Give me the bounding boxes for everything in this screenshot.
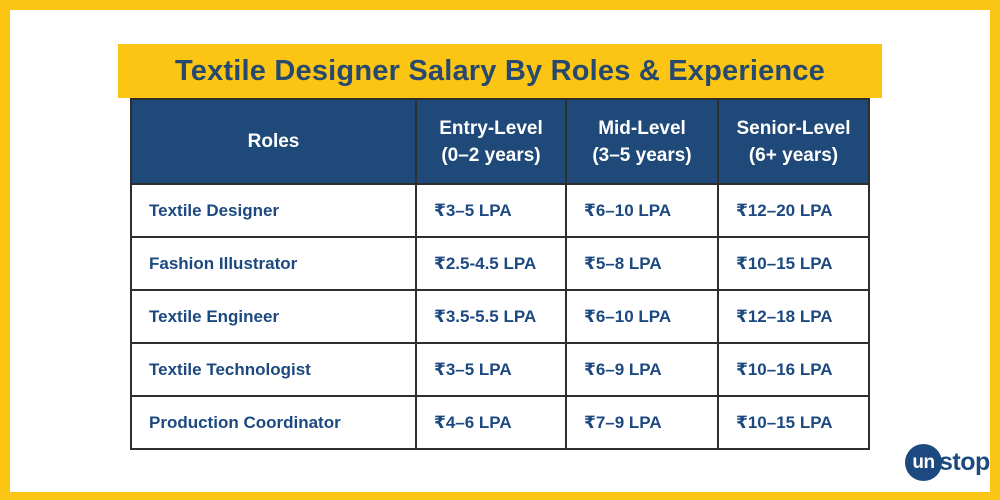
column-header-mid-level: Mid-Level (3–5 years): [565, 98, 719, 185]
unstop-logo-circle: un: [905, 444, 942, 481]
table-header: Roles Entry-Level (0–2 years) Mid-Level …: [130, 98, 870, 185]
column-header-sublabel: (6+ years): [748, 144, 839, 166]
unstop-logo-wordmark: stop: [939, 448, 990, 476]
senior-cell: ₹12–18 LPA: [717, 289, 870, 344]
table-body: Textile Designer ₹3–5 LPA ₹6–10 LPA ₹12–…: [130, 183, 870, 450]
column-header-sublabel: (3–5 years): [592, 144, 692, 166]
mid-cell: ₹6–10 LPA: [565, 289, 719, 344]
senior-cell: ₹12–20 LPA: [717, 183, 870, 238]
column-header-senior-level: Senior-Level (6+ years): [717, 98, 870, 185]
senior-cell: ₹10–15 LPA: [717, 395, 870, 450]
column-header-label: Roles: [247, 131, 300, 152]
table-row: Fashion Illustrator ₹2.5-4.5 LPA ₹5–8 LP…: [130, 236, 870, 291]
column-header-label: Mid-Level: [598, 117, 686, 139]
role-cell: Fashion Illustrator: [130, 236, 417, 291]
role-cell: Textile Technologist: [130, 342, 417, 397]
page-title: Textile Designer Salary By Roles & Exper…: [175, 54, 825, 87]
mid-cell: ₹5–8 LPA: [565, 236, 719, 291]
salary-table: Roles Entry-Level (0–2 years) Mid-Level …: [130, 98, 870, 450]
unstop-logo: un stop: [905, 444, 990, 481]
table-row: Textile Engineer ₹3.5-5.5 LPA ₹6–10 LPA …: [130, 289, 870, 344]
role-cell: Production Coordinator: [130, 395, 417, 450]
title-banner: Textile Designer Salary By Roles & Exper…: [118, 44, 882, 98]
entry-cell: ₹3–5 LPA: [415, 183, 567, 238]
entry-cell: ₹3.5-5.5 LPA: [415, 289, 567, 344]
mid-cell: ₹6–10 LPA: [565, 183, 719, 238]
senior-cell: ₹10–16 LPA: [717, 342, 870, 397]
column-header-label: Senior-Level: [736, 117, 851, 139]
entry-cell: ₹2.5-4.5 LPA: [415, 236, 567, 291]
role-cell: Textile Designer: [130, 183, 417, 238]
table-header-row: Roles Entry-Level (0–2 years) Mid-Level …: [130, 98, 870, 185]
table-row: Production Coordinator ₹4–6 LPA ₹7–9 LPA…: [130, 395, 870, 450]
entry-cell: ₹4–6 LPA: [415, 395, 567, 450]
mid-cell: ₹6–9 LPA: [565, 342, 719, 397]
mid-cell: ₹7–9 LPA: [565, 395, 719, 450]
column-header-entry-level: Entry-Level (0–2 years): [415, 98, 567, 185]
entry-cell: ₹3–5 LPA: [415, 342, 567, 397]
role-cell: Textile Engineer: [130, 289, 417, 344]
column-header-label: Entry-Level: [439, 117, 543, 139]
column-header-roles: Roles: [130, 98, 417, 185]
table-row: Textile Technologist ₹3–5 LPA ₹6–9 LPA ₹…: [130, 342, 870, 397]
column-header-sublabel: (0–2 years): [441, 144, 541, 166]
senior-cell: ₹10–15 LPA: [717, 236, 870, 291]
table-row: Textile Designer ₹3–5 LPA ₹6–10 LPA ₹12–…: [130, 183, 870, 238]
